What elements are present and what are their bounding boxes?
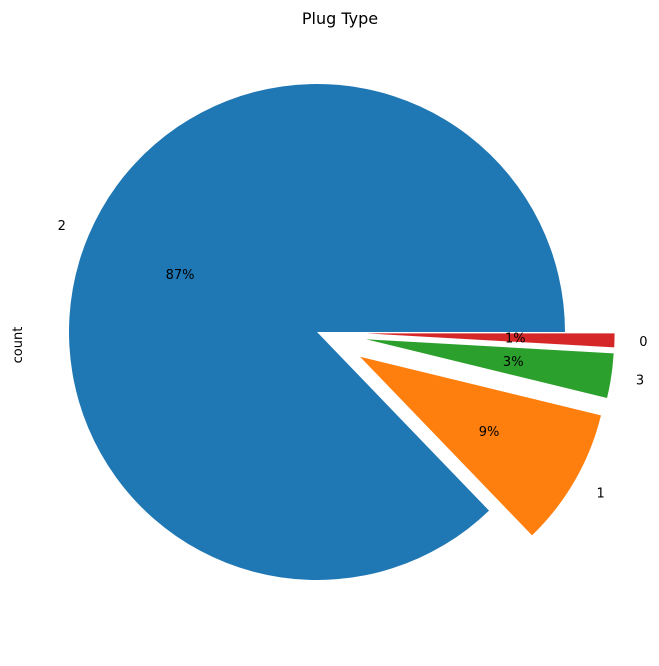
pie-slice-1 xyxy=(360,356,601,536)
chart-title: Plug Type xyxy=(302,9,378,28)
slice-label-3: 3 xyxy=(636,373,644,388)
slice-label-2: 2 xyxy=(58,219,66,234)
pie-slices xyxy=(69,84,615,581)
percent-label-2: 87% xyxy=(166,268,195,283)
pie-labels: 2 87% 1 9% 3 3% 0 1% xyxy=(58,219,648,501)
slice-label-1: 1 xyxy=(597,487,605,502)
pie-slice-3 xyxy=(366,339,614,398)
pie-slice-0 xyxy=(366,333,615,348)
slice-label-0: 0 xyxy=(639,335,647,350)
percent-label-3: 3% xyxy=(503,355,524,370)
pie-slice-2 xyxy=(69,84,565,581)
percent-label-1: 9% xyxy=(479,425,500,440)
y-axis-label: count xyxy=(11,327,26,364)
percent-label-0: 1% xyxy=(505,332,526,347)
